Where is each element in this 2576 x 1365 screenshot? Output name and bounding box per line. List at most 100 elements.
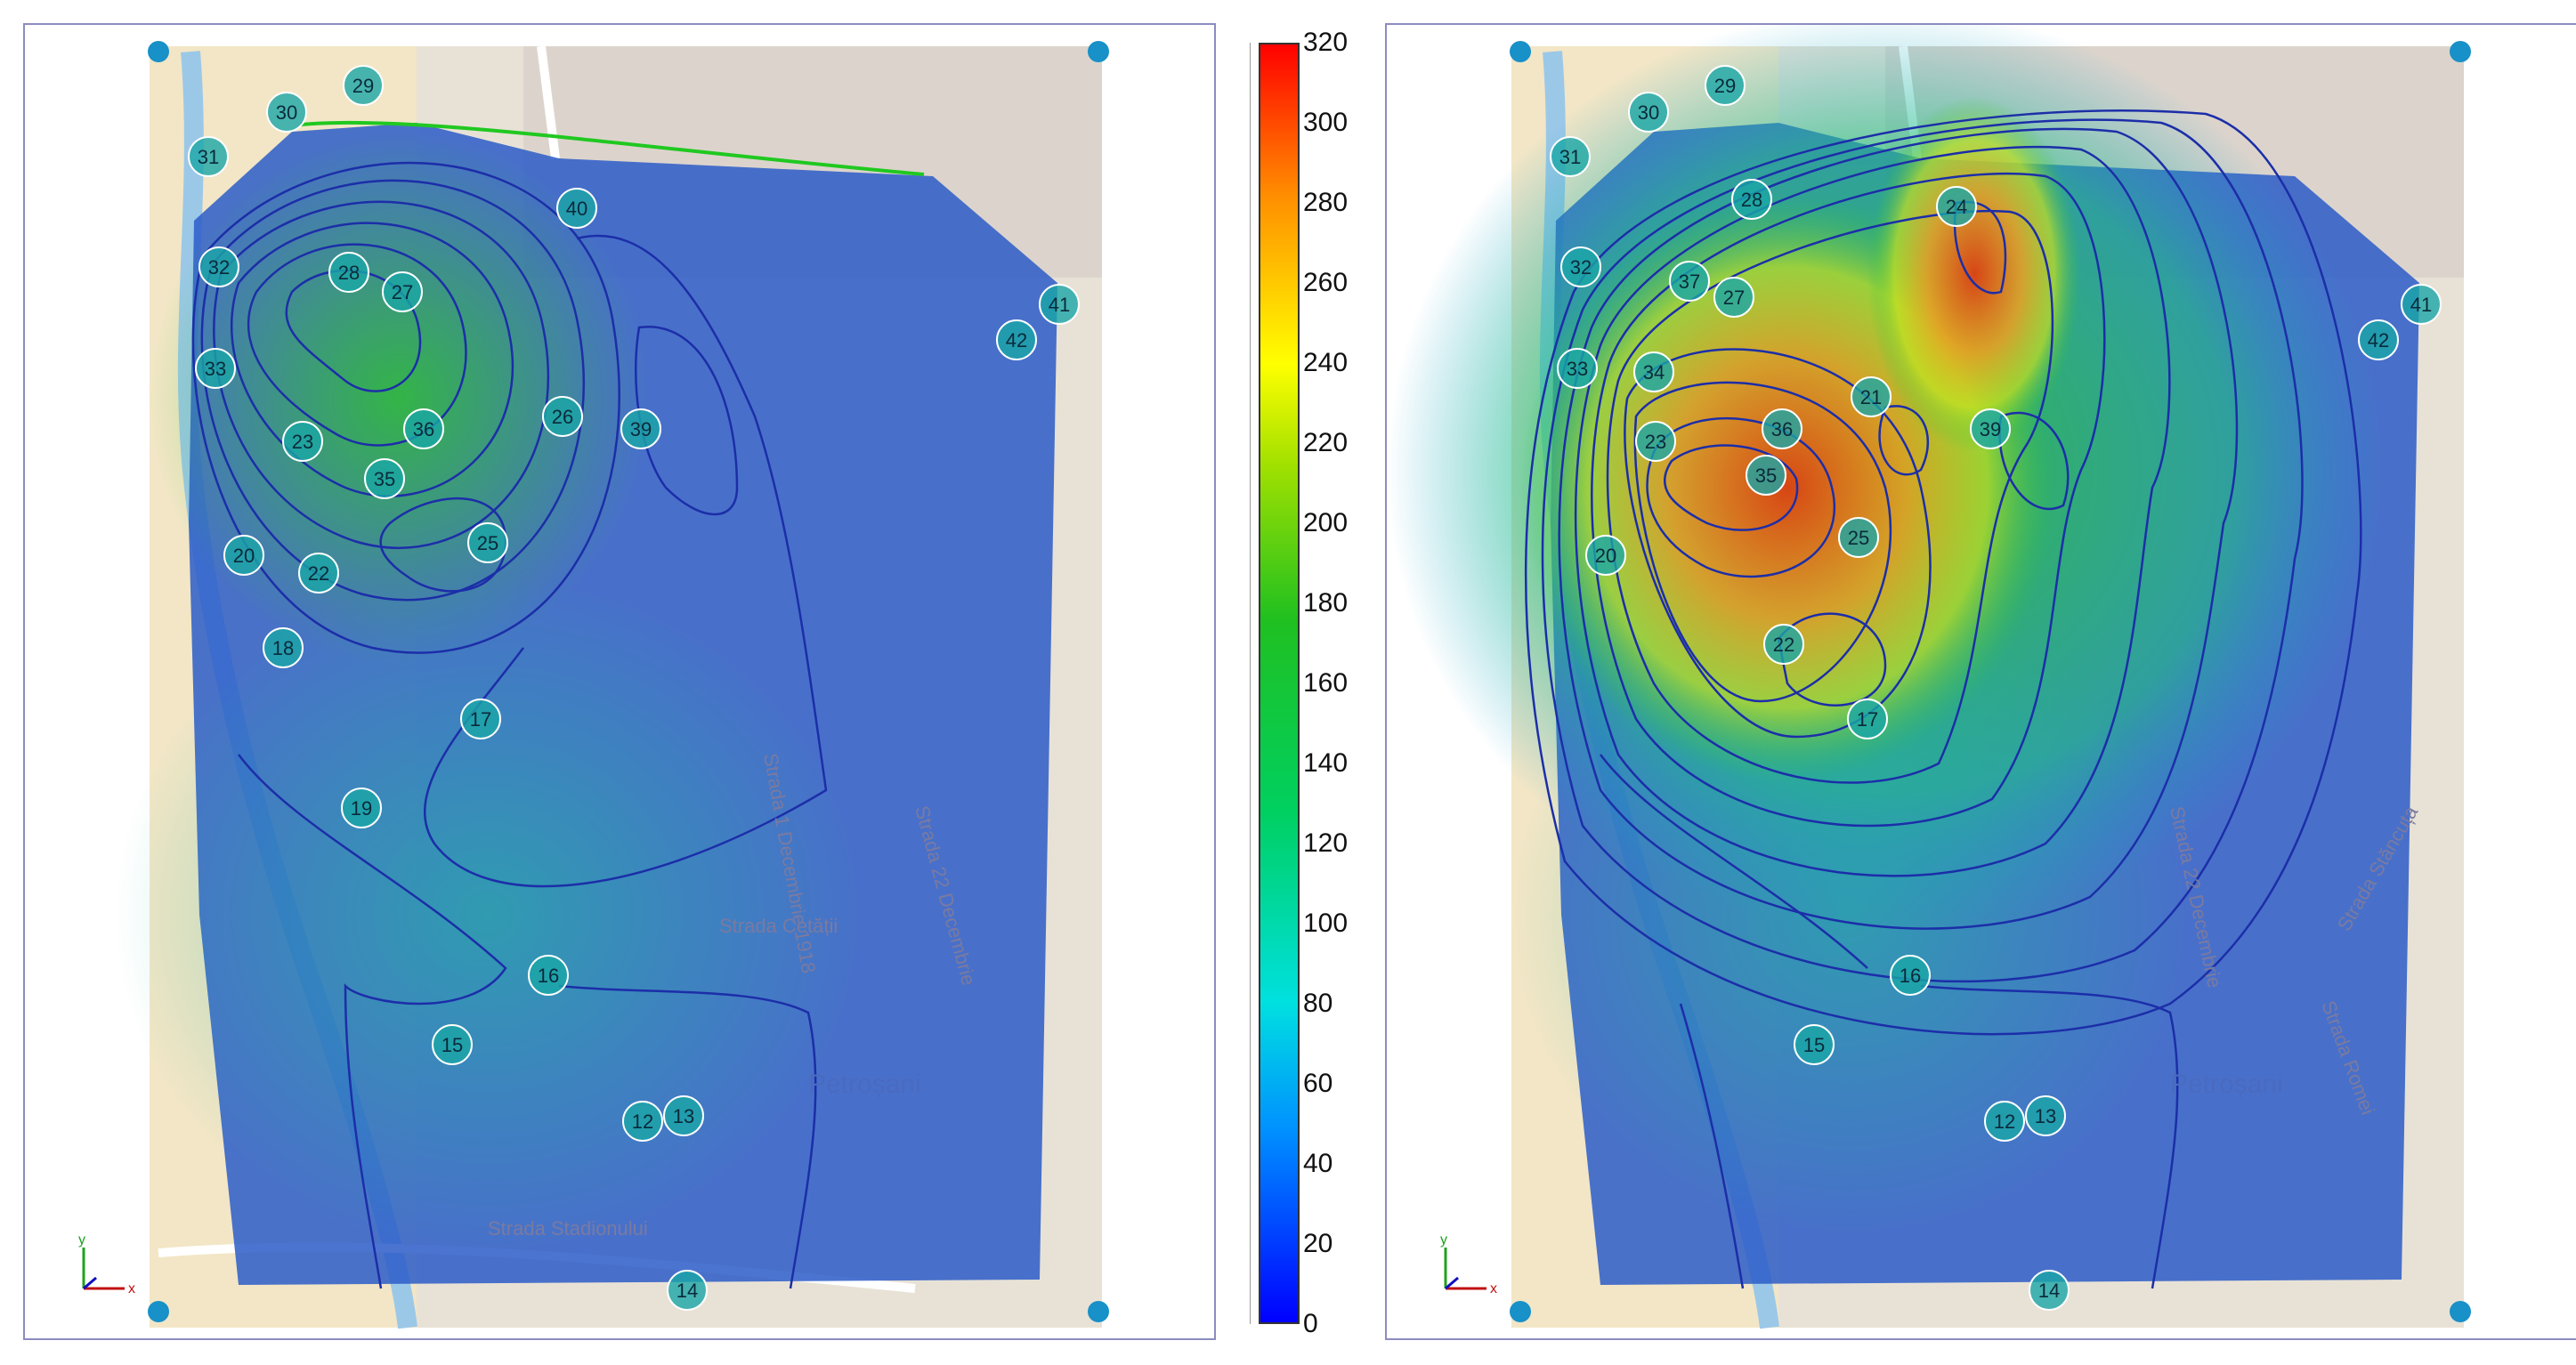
station-marker-42[interactable]: 42 bbox=[996, 319, 1037, 360]
station-marker-25[interactable]: 25 bbox=[1838, 517, 1879, 558]
station-marker-16[interactable]: 16 bbox=[528, 955, 569, 996]
station-label: 40 bbox=[566, 198, 587, 220]
station-marker-28[interactable]: 28 bbox=[1731, 179, 1772, 220]
station-label: 29 bbox=[352, 75, 374, 97]
station-marker-41[interactable]: 41 bbox=[1039, 284, 1080, 325]
station-marker-26[interactable]: 26 bbox=[542, 396, 583, 437]
station-marker-12[interactable]: 12 bbox=[622, 1101, 663, 1142]
contour-lines bbox=[191, 161, 828, 1289]
station-marker-31[interactable]: 31 bbox=[188, 136, 229, 177]
station-circle bbox=[542, 396, 583, 437]
station-marker-32[interactable]: 32 bbox=[198, 246, 239, 287]
station-circle bbox=[2025, 1095, 2066, 1136]
station-circle bbox=[1557, 348, 1598, 389]
station-circle bbox=[1550, 136, 1591, 177]
station-marker-31[interactable]: 31 bbox=[1550, 136, 1591, 177]
station-circle bbox=[198, 246, 239, 287]
station-marker-42[interactable]: 42 bbox=[2358, 319, 2399, 360]
station-marker-39[interactable]: 39 bbox=[1970, 408, 2011, 449]
axis-x-label: x bbox=[128, 1281, 135, 1296]
station-marker-29[interactable]: 29 bbox=[1705, 65, 1746, 106]
station-marker-40[interactable]: 40 bbox=[556, 188, 597, 229]
station-label: 34 bbox=[1643, 361, 1665, 384]
station-circle bbox=[667, 1270, 708, 1311]
station-circle bbox=[1851, 376, 1891, 417]
station-marker-20[interactable]: 20 bbox=[223, 535, 264, 576]
station-marker-14[interactable]: 14 bbox=[2029, 1270, 2070, 1311]
station-label: 15 bbox=[1803, 1034, 1825, 1056]
station-marker-28[interactable]: 28 bbox=[328, 252, 369, 293]
station-marker-12[interactable]: 12 bbox=[1984, 1101, 2025, 1142]
corner-marker bbox=[2450, 41, 2471, 62]
station-marker-24[interactable]: 24 bbox=[1936, 186, 1977, 227]
station-marker-35[interactable]: 35 bbox=[1746, 455, 1786, 496]
station-marker-18[interactable]: 18 bbox=[263, 627, 304, 668]
station-circle bbox=[1585, 535, 1626, 576]
station-label: 17 bbox=[1857, 708, 1878, 731]
colorbar-tick-label: 300 bbox=[1303, 108, 1349, 137]
colorbar-tick-label: 220 bbox=[1303, 428, 1349, 457]
station-circle bbox=[328, 252, 369, 293]
colorbar-tick-label: 280 bbox=[1303, 188, 1349, 217]
station-circle bbox=[263, 627, 304, 668]
colorbar-gradient bbox=[1259, 43, 1300, 1324]
station-marker-14[interactable]: 14 bbox=[667, 1270, 708, 1311]
city-label: Petroșani bbox=[2170, 1070, 2283, 1099]
axis-x-label: x bbox=[1490, 1281, 1497, 1296]
station-marker-33[interactable]: 33 bbox=[195, 348, 236, 389]
station-marker-27[interactable]: 27 bbox=[1713, 277, 1754, 318]
station-marker-15[interactable]: 15 bbox=[432, 1024, 473, 1065]
station-circle bbox=[556, 188, 597, 229]
corner-marker bbox=[1510, 1301, 1531, 1322]
station-marker-16[interactable]: 16 bbox=[1890, 955, 1931, 996]
station-circle bbox=[2358, 319, 2399, 360]
map-panel-right[interactable]: 29 30 31 32 33 34 37 27 28 24 36 35 23 21 39 25 22 17 20 16… bbox=[1385, 23, 2576, 1340]
station-marker-22[interactable]: 22 bbox=[1763, 624, 1804, 665]
map-panel-left[interactable]: 29 30 31 32 33 27 28 23 36 35 25 22 20 18 17 19 16 15 12 13… bbox=[23, 23, 1216, 1340]
station-label: 30 bbox=[1638, 101, 1659, 124]
station-marker-37[interactable]: 37 bbox=[1669, 261, 1710, 302]
station-marker-25[interactable]: 25 bbox=[467, 522, 508, 563]
station-label: 39 bbox=[1980, 418, 2001, 440]
station-circle bbox=[282, 421, 323, 462]
station-marker-17[interactable]: 17 bbox=[1847, 699, 1888, 739]
station-marker-20[interactable]: 20 bbox=[1585, 535, 1626, 576]
station-marker-15[interactable]: 15 bbox=[1794, 1024, 1835, 1065]
city-label: Petroșani bbox=[808, 1070, 921, 1099]
station-marker-35[interactable]: 35 bbox=[364, 458, 405, 499]
colorbar-scale-rule bbox=[1232, 43, 1251, 1324]
station-marker-36[interactable]: 36 bbox=[1762, 408, 1802, 449]
station-marker-23[interactable]: 23 bbox=[1635, 421, 1676, 462]
station-marker-34[interactable]: 34 bbox=[1633, 351, 1674, 392]
station-label: 25 bbox=[477, 532, 498, 554]
station-label: 31 bbox=[198, 146, 219, 168]
station-marker-19[interactable]: 19 bbox=[341, 788, 382, 828]
station-marker-22[interactable]: 22 bbox=[298, 553, 339, 594]
corner-marker bbox=[148, 41, 169, 62]
surface-mid-zone bbox=[114, 577, 862, 1253]
station-label: 39 bbox=[630, 418, 652, 440]
station-marker-27[interactable]: 27 bbox=[382, 271, 423, 312]
station-marker-36[interactable]: 36 bbox=[403, 408, 444, 449]
station-label: 35 bbox=[374, 468, 395, 490]
station-marker-17[interactable]: 17 bbox=[460, 699, 501, 739]
station-marker-30[interactable]: 30 bbox=[266, 92, 307, 133]
station-marker-13[interactable]: 13 bbox=[2025, 1095, 2066, 1136]
colorbar-tick-label: 40 bbox=[1303, 1149, 1333, 1178]
station-marker-29[interactable]: 29 bbox=[343, 65, 384, 106]
station-marker-23[interactable]: 23 bbox=[282, 421, 323, 462]
station-marker-33[interactable]: 33 bbox=[1557, 348, 1598, 389]
station-markers: 29 30 31 32 33 27 28 23 36 35 25 22 20 18 17 19 16 15 12 13… bbox=[188, 65, 1080, 1311]
corner-marker bbox=[1088, 41, 1109, 62]
station-marker-30[interactable]: 30 bbox=[1628, 92, 1669, 133]
station-marker-21[interactable]: 21 bbox=[1851, 376, 1891, 417]
station-circle bbox=[620, 408, 661, 449]
station-circle bbox=[1628, 92, 1669, 133]
station-marker-32[interactable]: 32 bbox=[1560, 246, 1601, 287]
station-label: 25 bbox=[1848, 527, 1869, 549]
station-label: 36 bbox=[413, 418, 434, 440]
contour-lines bbox=[1524, 109, 2362, 1289]
station-marker-39[interactable]: 39 bbox=[620, 408, 661, 449]
station-marker-41[interactable]: 41 bbox=[2401, 284, 2442, 325]
station-marker-13[interactable]: 13 bbox=[663, 1095, 704, 1136]
